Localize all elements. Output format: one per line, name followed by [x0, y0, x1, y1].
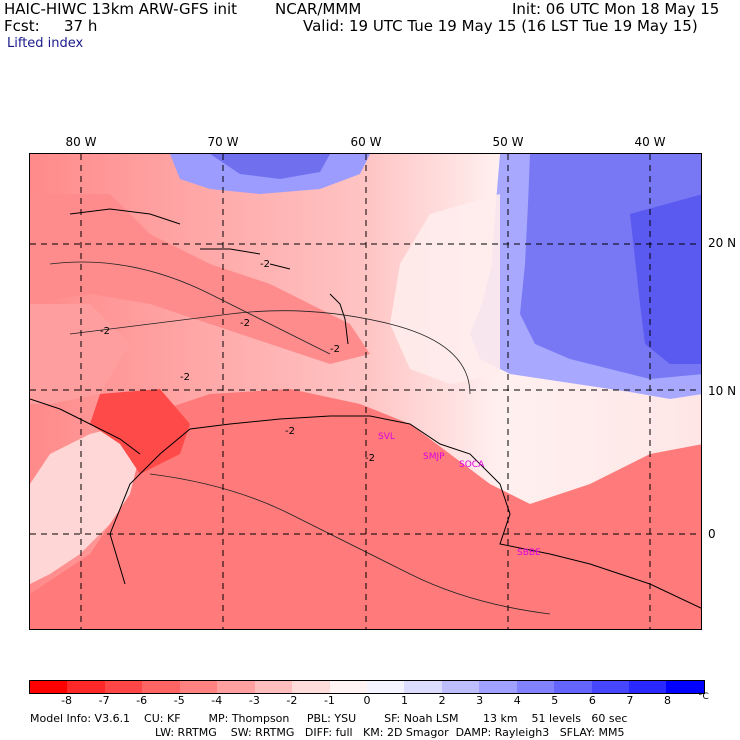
colorbar-tick-label: 4	[513, 694, 521, 707]
fcst-label: Fcst:	[4, 17, 40, 35]
colorbar-cell	[629, 681, 667, 693]
contour-label: -2	[260, 259, 270, 270]
colorbar-cell	[479, 681, 517, 693]
contour-label: -2	[365, 453, 375, 464]
unstable-region-colombia	[90, 389, 190, 474]
colorbar-tick-label: 2	[438, 694, 446, 707]
institution: NCAR/MMM	[275, 0, 362, 18]
colorbar-cell	[30, 681, 68, 693]
colorbar-cell	[67, 681, 105, 693]
contour-label: -2	[100, 326, 110, 337]
colorbar-cell	[179, 681, 218, 693]
coastline-south-america	[109, 415, 701, 609]
model-info-line1: Model Info: V3.6.1 CU: KF MP: Thompson P…	[30, 712, 628, 725]
station-label: SMJP	[423, 452, 445, 462]
coastline-central-america	[30, 398, 141, 455]
lat-label-0: 0	[708, 527, 716, 541]
colorbar-tick-label: 8	[663, 694, 671, 707]
model-info-line2: LW: RRTMG SW: RRTMG DIFF: full KM: 2D Sm…	[155, 726, 625, 739]
neutral-band	[390, 194, 500, 384]
contour-line	[49, 261, 331, 355]
lat-label-10n: 10 N	[708, 384, 737, 398]
lifted-index-map: -2 -2 -2 -2 -2 -2 -2	[29, 153, 702, 630]
colorbar-cell	[329, 681, 367, 693]
contour-line	[69, 310, 471, 395]
colorbar-cell	[591, 681, 629, 693]
colorbar-cell	[554, 681, 592, 693]
coastline-caribbean-islands	[69, 208, 349, 345]
colorbar-tick-label: 5	[551, 694, 559, 707]
lon-label-80w: 80 W	[65, 135, 97, 149]
lon-label-40w: 40 W	[634, 135, 666, 149]
colorbar-cell	[292, 681, 330, 693]
colorbar-cell	[516, 681, 555, 693]
colorbar	[29, 680, 705, 694]
station-label: SVL	[378, 432, 395, 442]
colorbar-cell	[404, 681, 442, 693]
lon-label-60w: 60 W	[350, 135, 382, 149]
lon-label-70w: 70 W	[207, 135, 239, 149]
colorbar-cell	[254, 681, 293, 693]
unstable-region-gulf	[30, 304, 130, 404]
station-label: SBBE	[517, 548, 541, 558]
colorbar-tick-label: -6	[136, 694, 148, 707]
colorbar-tick-label: 1	[401, 694, 409, 707]
contour-label: -2	[240, 318, 250, 329]
colorbar-tick-label: -5	[173, 694, 185, 707]
colorbar-tick-label: 3	[476, 694, 484, 707]
colorbar-tick-label: -8	[61, 694, 73, 707]
colorbar-tick-label: 7	[626, 694, 634, 707]
contour-label: -2	[285, 426, 295, 437]
lon-label-50w: 50 W	[492, 135, 524, 149]
colorbar-cell	[441, 681, 480, 693]
field-name: Lifted index	[7, 36, 84, 51]
valid-time: Valid: 19 UTC Tue 19 May 15 (16 LST Tue …	[303, 17, 698, 35]
colorbar-tick-label: 0	[363, 694, 371, 707]
colorbar-tick-label: -1	[323, 694, 335, 707]
stable-region-deep	[630, 194, 701, 364]
stable-region-north-core	[210, 154, 330, 179]
map-canvas: -2 -2 -2 -2 -2 -2 -2	[30, 154, 701, 629]
colorbar-tick-label: -2	[286, 694, 298, 707]
model-title: HAIC-HIWC 13km ARW-GFS init	[4, 0, 238, 18]
unstable-region-caribbean	[30, 194, 370, 364]
lat-label-20n: 20 N	[708, 236, 737, 250]
station-label: SOCA	[459, 460, 485, 470]
init-time: Init: 06 UTC Mon 18 May 15	[512, 0, 720, 18]
colorbar-tick-label: -3	[248, 694, 260, 707]
colorbar-cell	[666, 681, 704, 693]
colorbar-cell	[366, 681, 405, 693]
colorbar-cell	[104, 681, 143, 693]
fcst-value: 37 h	[64, 17, 98, 35]
colorbar-tick-label: -7	[98, 694, 110, 707]
contour-label: -2	[330, 344, 340, 355]
colorbar-tick-label: -4	[211, 694, 223, 707]
contour-label: -2	[180, 372, 190, 383]
colorbar-tick-label: 6	[588, 694, 596, 707]
colorbar-cell	[142, 681, 180, 693]
colorbar-cell	[217, 681, 255, 693]
colorbar-unit: °C	[698, 692, 709, 702]
lat-lon-grid	[30, 154, 701, 629]
